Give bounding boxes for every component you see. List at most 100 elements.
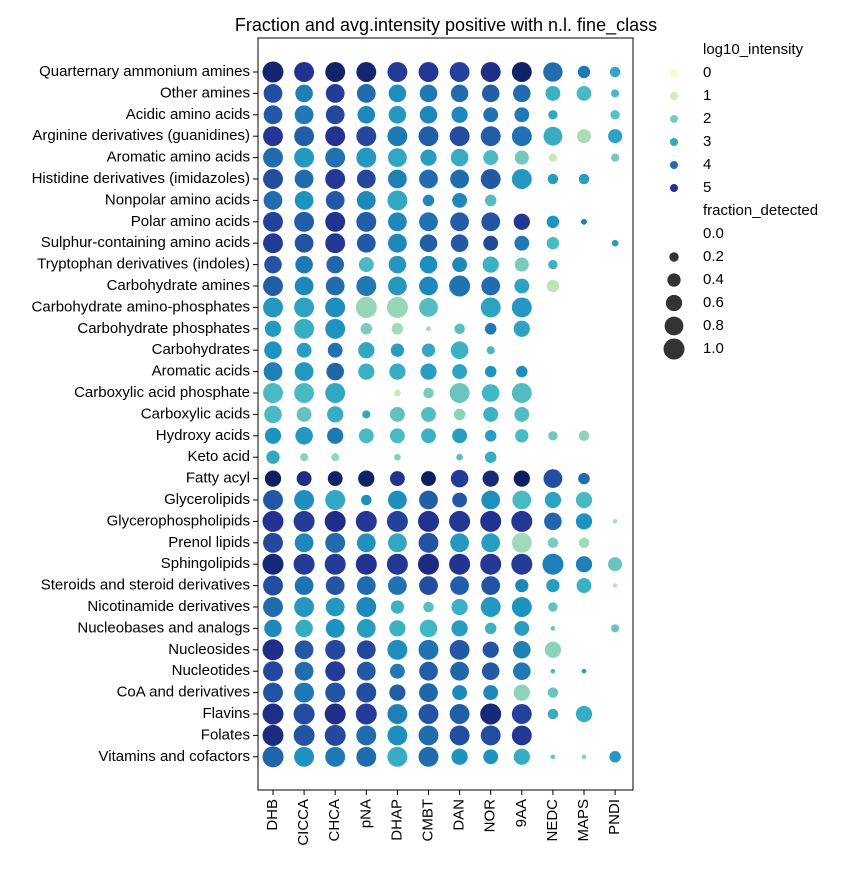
dot: [296, 342, 312, 358]
dot: [513, 662, 531, 680]
dot: [419, 298, 438, 317]
dot: [612, 519, 618, 524]
dot: [450, 341, 469, 359]
dot: [513, 320, 530, 337]
dot: [294, 318, 315, 339]
dot: [423, 601, 434, 613]
dot: [387, 725, 408, 746]
dot: [325, 383, 346, 403]
dot: [327, 471, 343, 487]
dot: [355, 553, 377, 575]
dot: [544, 512, 562, 531]
legend-title: fraction_detected: [703, 202, 818, 219]
legend-label: 5: [703, 179, 711, 196]
dot: [451, 748, 468, 765]
dot: [419, 212, 438, 232]
dot: [355, 510, 377, 532]
dot: [387, 62, 408, 82]
dot: [450, 533, 469, 553]
dot: [262, 746, 284, 768]
dot: [263, 276, 283, 296]
dot: [418, 532, 439, 553]
dot: [356, 126, 377, 147]
dot: [548, 602, 558, 612]
dot: [449, 639, 470, 660]
dot: [545, 85, 561, 101]
dot: [264, 255, 282, 274]
dot: [325, 84, 345, 103]
dot: [362, 410, 371, 419]
dot: [356, 211, 377, 232]
dot: [513, 84, 531, 103]
dot: [327, 406, 344, 423]
dot: [294, 276, 314, 296]
dot: [548, 259, 558, 270]
dot: [327, 427, 344, 444]
dot: [550, 668, 556, 674]
dot: [419, 490, 438, 510]
dot: [294, 533, 314, 553]
dot: [581, 754, 587, 760]
dot: [514, 107, 530, 123]
dot: [542, 553, 564, 575]
dot: [426, 326, 431, 332]
dot: [449, 383, 470, 403]
dot: [450, 84, 469, 103]
dot: [294, 233, 314, 253]
dot: [262, 703, 284, 725]
dot: [547, 708, 559, 720]
dot: [581, 218, 587, 225]
dot: [511, 383, 532, 403]
dot: [452, 364, 468, 380]
dot: [611, 153, 620, 162]
dot: [263, 297, 283, 318]
dot: [578, 173, 590, 185]
dot: [418, 704, 439, 724]
dot: [418, 126, 439, 147]
dot: [355, 296, 377, 318]
dot: [386, 510, 408, 532]
legend-title: log10_intensity: [703, 41, 804, 58]
y-tick-label: Nonpolar amino acids: [105, 191, 250, 208]
dot: [263, 211, 283, 232]
dot: [418, 746, 439, 767]
dot: [294, 147, 315, 168]
dot: [451, 598, 468, 616]
dot: [294, 490, 315, 510]
dot: [356, 725, 377, 746]
dot: [452, 428, 468, 444]
dot: [388, 533, 407, 553]
dot: [421, 428, 436, 444]
dot: [325, 576, 345, 595]
dot: [356, 233, 376, 253]
dot: [421, 343, 436, 357]
dot: [325, 169, 346, 189]
dot: [449, 275, 471, 297]
legend-color-swatch: [670, 92, 678, 100]
dot: [480, 169, 501, 189]
y-tick-label: Nicotinamide derivatives: [87, 598, 250, 615]
dot: [420, 363, 437, 380]
dot: [388, 212, 407, 232]
dot: [515, 429, 529, 443]
dot: [450, 169, 469, 189]
dot: [581, 668, 587, 674]
dot: [511, 725, 532, 746]
dot: [325, 297, 346, 318]
dot: [449, 510, 471, 532]
dot: [360, 323, 373, 335]
dot: [547, 173, 559, 185]
legend-label: 3: [703, 133, 711, 150]
dot: [418, 725, 439, 746]
legend-label: 1.0: [703, 340, 724, 357]
dot: [358, 257, 374, 273]
dot: [513, 641, 531, 659]
legend-label: 0: [703, 64, 711, 81]
legend-color-swatch: [670, 138, 678, 146]
dot: [610, 110, 620, 120]
dot: [358, 428, 374, 444]
dot: [324, 724, 346, 746]
dot: [482, 641, 499, 658]
dot: [294, 362, 314, 381]
dot: [482, 256, 499, 273]
